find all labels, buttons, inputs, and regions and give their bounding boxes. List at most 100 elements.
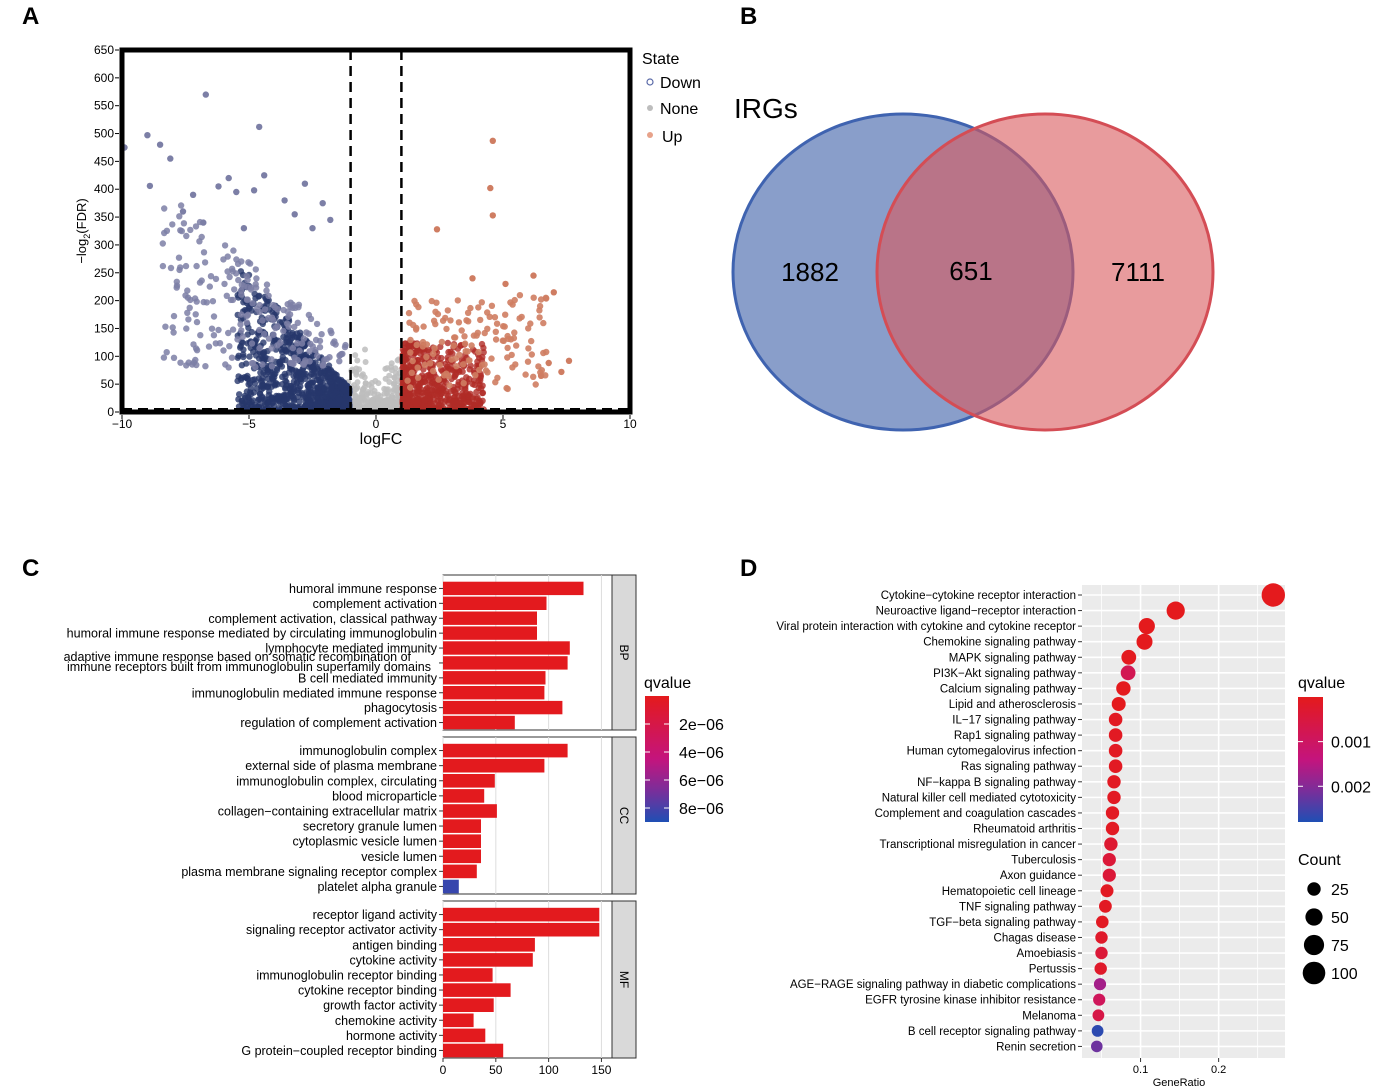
down-point [320, 384, 328, 392]
down-point [260, 350, 267, 357]
none-point [362, 346, 368, 353]
legend-up-key [647, 132, 653, 138]
down-point [307, 392, 314, 399]
pathway-dot [1138, 618, 1155, 635]
pathway-label: Pertussis [1029, 964, 1077, 976]
down-point [183, 232, 190, 240]
volcano-ylabel-sub: 2 [82, 234, 92, 239]
bar [443, 1043, 504, 1058]
bar [443, 1013, 474, 1028]
y-tick-label: 650 [94, 43, 114, 57]
up-point [460, 380, 467, 387]
up-point [512, 361, 519, 368]
down-point [190, 341, 197, 348]
up-point [524, 358, 532, 365]
bar [443, 849, 481, 864]
down-point [337, 396, 344, 403]
up-point [504, 354, 511, 361]
x-tick-label: −10 [112, 417, 133, 431]
up-point [467, 304, 474, 312]
dot-plot-background [1082, 585, 1285, 1058]
up-point [535, 363, 542, 370]
down-point [192, 356, 199, 364]
none-point [375, 380, 382, 387]
down-point [298, 340, 306, 347]
none-point [374, 399, 381, 406]
up-point [409, 357, 416, 365]
up-point [448, 356, 455, 363]
down-point [243, 312, 251, 319]
down-point [313, 320, 321, 328]
up-point [530, 373, 537, 380]
bar [443, 581, 584, 596]
up-point [433, 387, 440, 394]
none-point [354, 404, 361, 411]
down-point [325, 370, 333, 377]
down-point [309, 365, 317, 372]
bar-category-label: cytokine receptor binding [298, 984, 437, 998]
up-point [499, 337, 506, 344]
count-legend-dot [1303, 934, 1325, 956]
down-point [306, 384, 314, 392]
up-point [475, 304, 482, 311]
pathway-label: NF−kappa B signaling pathway [917, 777, 1076, 789]
kegg-xlabel: GeneRatio [1153, 1077, 1206, 1088]
volcano-threshold-lines [122, 50, 630, 412]
pathway-dot [1102, 853, 1116, 867]
down-point [295, 369, 302, 376]
up-point [429, 367, 437, 375]
down-point [193, 298, 200, 305]
bar [443, 774, 495, 788]
panel-label-d: D [740, 555, 757, 582]
volcano-ylabel-main: −log [74, 239, 89, 264]
down-point [328, 384, 335, 391]
venn-intersection-count: 651 [949, 256, 992, 286]
legend-tick-label: 8e−06 [679, 801, 724, 818]
down-point [201, 259, 209, 266]
pathway-dot [1100, 884, 1114, 898]
volcano-frame [119, 47, 633, 415]
down-point [294, 319, 301, 326]
legend-tick-label: 6e−06 [679, 773, 724, 790]
up-point [491, 314, 499, 321]
pathway-dot [1261, 583, 1286, 607]
down-point [210, 313, 218, 320]
up-point [465, 318, 472, 325]
down-point [250, 187, 258, 194]
kegg-count-keys: 25 50 75 100 [1302, 882, 1358, 985]
kegg-legend-title: qvalue [1298, 675, 1345, 692]
pathway-label: IL−17 signaling pathway [952, 715, 1076, 727]
up-point [502, 280, 509, 288]
volcano-panel: −10 −5 0 5 100501001502002503003504004505005… [74, 43, 701, 448]
down-point [178, 227, 185, 235]
down-point [247, 286, 255, 293]
down-point [240, 225, 248, 232]
up-point [468, 342, 475, 349]
panel-label-b: B [740, 3, 757, 30]
down-point [247, 390, 255, 398]
up-point [493, 320, 501, 327]
kegg-qvalue-legend: qvalue 0.001 0.002 [1298, 675, 1371, 822]
pathway-label: Renin secretion [996, 1041, 1076, 1053]
down-point [229, 326, 237, 333]
up-point [417, 381, 424, 388]
down-point [284, 301, 291, 308]
up-point [465, 398, 473, 405]
pathway-label: Neuroactive ligand−receptor interaction [876, 606, 1076, 618]
down-point [312, 359, 319, 366]
pathway-dot [1166, 601, 1185, 620]
down-point [249, 360, 257, 367]
down-point [289, 344, 297, 352]
up-point [430, 350, 437, 358]
pathway-dot [1108, 759, 1123, 773]
up-point [404, 396, 411, 403]
down-point [220, 256, 227, 263]
bar [443, 743, 568, 758]
bar-category-label: lymphocyte mediated immunity [265, 642, 437, 656]
down-point [280, 327, 287, 335]
down-point [306, 348, 313, 355]
down-point [329, 392, 337, 399]
down-point [291, 211, 298, 218]
down-point [256, 292, 263, 299]
down-point [196, 238, 203, 245]
